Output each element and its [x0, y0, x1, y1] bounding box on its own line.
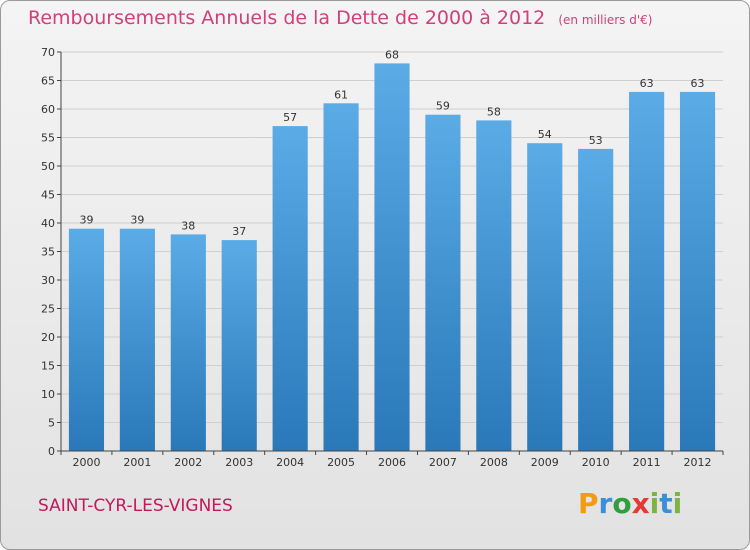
chart-title-unit: (en milliers d'€)	[558, 13, 653, 27]
data-label: 57	[283, 111, 297, 124]
y-tick-label: 60	[41, 103, 55, 116]
data-label: 38	[181, 219, 195, 232]
x-tick-label: 2010	[582, 456, 610, 469]
x-tick-label: 2003	[225, 456, 253, 469]
bar	[679, 91, 716, 452]
logo-letter: P	[578, 487, 599, 520]
x-tick-label: 2007	[429, 456, 457, 469]
bar	[68, 228, 105, 451]
x-tick-label: 2005	[327, 456, 355, 469]
chart-title: Remboursements Annuels de la Dette de 20…	[28, 7, 652, 29]
commune-name: SAINT-CYR-LES-VIGNES	[38, 496, 233, 516]
bar	[272, 126, 308, 451]
data-label: 63	[691, 77, 705, 90]
x-tick-label: 2012	[684, 456, 712, 469]
logo-letter: t	[659, 487, 673, 520]
data-label: 63	[640, 77, 654, 90]
bar	[119, 228, 155, 451]
y-tick-label: 65	[41, 75, 55, 88]
data-label: 68	[385, 48, 399, 61]
data-label: 39	[79, 214, 93, 227]
proxiti-logo: Proxiti	[578, 487, 682, 520]
data-label: 58	[487, 105, 501, 118]
data-label: 59	[436, 100, 450, 113]
data-label: 53	[589, 134, 603, 147]
logo-letter: i	[672, 487, 683, 520]
x-tick-label: 2008	[480, 456, 508, 469]
y-tick-label: 45	[41, 189, 55, 202]
bar	[425, 114, 461, 451]
y-tick-label: 55	[41, 132, 55, 145]
x-tick-label: 2001	[123, 456, 151, 469]
y-tick-label: 0	[48, 445, 55, 458]
logo-letter: x	[631, 487, 650, 520]
bar	[221, 240, 257, 451]
y-tick-label: 5	[48, 417, 55, 430]
data-label: 39	[130, 214, 144, 227]
logo-letter: i	[649, 487, 660, 520]
y-tick-label: 10	[41, 388, 55, 401]
x-tick-label: 2011	[633, 456, 661, 469]
bar	[476, 120, 512, 452]
logo-letter: r	[598, 487, 613, 520]
bar	[323, 103, 359, 452]
bar	[578, 148, 614, 451]
y-tick-label: 40	[41, 217, 55, 230]
y-tick-label: 35	[41, 246, 55, 259]
y-tick-label: 70	[41, 46, 55, 59]
chart-title-main: Remboursements Annuels de la Dette de 20…	[28, 7, 546, 29]
data-label: 37	[232, 225, 246, 238]
axes	[57, 51, 724, 455]
labels: 0 5 10 15 20 25 30 35 40 45 50 55 60 65 70 39 2000 39 2001…	[41, 46, 712, 469]
y-tick-label: 20	[41, 331, 55, 344]
x-tick-label: 2004	[276, 456, 304, 469]
bars	[68, 63, 716, 452]
x-tick-label: 2000	[72, 456, 100, 469]
y-tick-label: 25	[41, 303, 55, 316]
y-tick-label: 50	[41, 160, 55, 173]
logo-letter: o	[612, 487, 632, 520]
bar	[170, 234, 206, 451]
data-label: 61	[334, 88, 348, 101]
data-label: 54	[538, 128, 552, 141]
x-tick-label: 2006	[378, 456, 406, 469]
x-tick-label: 2002	[174, 456, 202, 469]
y-tick-label: 30	[41, 274, 55, 287]
bar	[527, 143, 563, 451]
x-tick-label: 2009	[531, 456, 559, 469]
bar	[629, 91, 665, 452]
bar	[374, 63, 410, 452]
y-tick-label: 15	[41, 360, 55, 373]
